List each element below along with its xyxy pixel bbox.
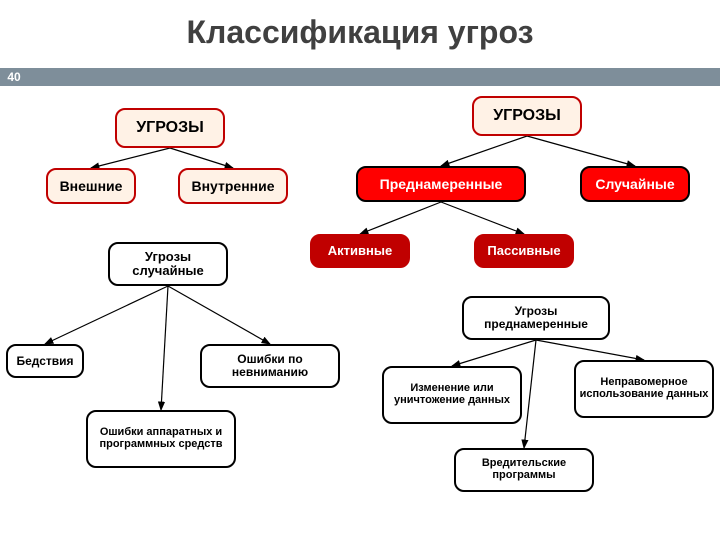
edge-n_rand_thr-n_hw bbox=[161, 286, 168, 410]
edge-n_intent_thr-n_change bbox=[452, 340, 536, 366]
node-n_change: Изменение или уничтожение данных bbox=[382, 366, 522, 424]
node-n_int: Внутренние bbox=[178, 168, 288, 204]
node-n_hw: Ошибки аппаратных и программных средств bbox=[86, 410, 236, 468]
node-n_threats_r: УГРОЗЫ bbox=[472, 96, 582, 136]
edge-n_threats_l-n_int bbox=[170, 148, 233, 168]
edge-n_threats_l-n_ext bbox=[91, 148, 170, 168]
edge-n_intent-n_active bbox=[360, 202, 441, 234]
node-n_misuse: Неправомерное использование данных bbox=[574, 360, 714, 418]
edge-n_rand_thr-n_mistake bbox=[168, 286, 270, 344]
node-n_malware: Вредительские программы bbox=[454, 448, 594, 492]
edge-n_intent_thr-n_malware bbox=[524, 340, 536, 448]
node-n_passive: Пассивные bbox=[474, 234, 574, 268]
edge-n_rand_thr-n_disaster bbox=[45, 286, 168, 344]
header-bar bbox=[28, 68, 720, 86]
node-n_ext: Внешние bbox=[46, 168, 136, 204]
page-title: Классификация угроз bbox=[0, 14, 720, 51]
edge-n_intent_thr-n_misuse bbox=[536, 340, 644, 360]
node-n_threats_l: УГРОЗЫ bbox=[115, 108, 225, 148]
node-n_rand_thr: Угрозы случайные bbox=[108, 242, 228, 286]
node-n_rand: Случайные bbox=[580, 166, 690, 202]
node-n_intent_thr: Угрозы преднамеренные bbox=[462, 296, 610, 340]
slide-number-badge: 40 bbox=[0, 68, 28, 86]
node-n_intent: Преднамеренные bbox=[356, 166, 526, 202]
edge-n_threats_r-n_rand bbox=[527, 136, 635, 166]
node-n_disaster: Бедствия bbox=[6, 344, 84, 378]
node-n_mistake: Ошибки по невниманию bbox=[200, 344, 340, 388]
node-n_active: Активные bbox=[310, 234, 410, 268]
edge-n_threats_r-n_intent bbox=[441, 136, 527, 166]
edge-n_intent-n_passive bbox=[441, 202, 524, 234]
